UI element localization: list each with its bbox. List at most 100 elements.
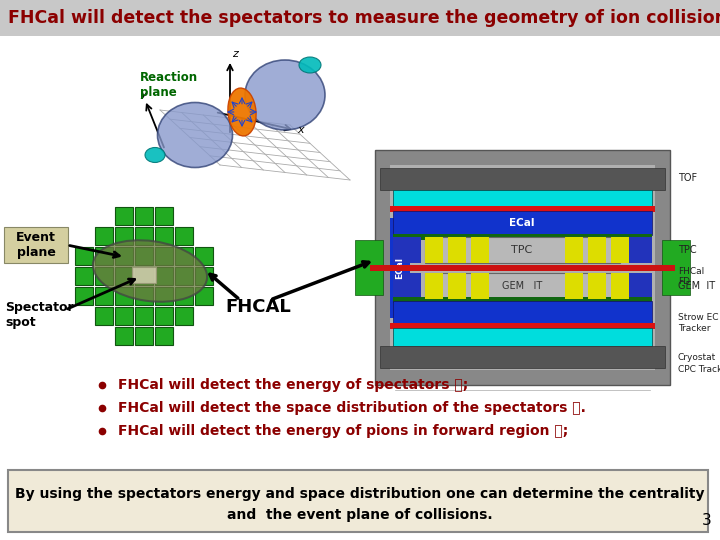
- Ellipse shape: [145, 147, 165, 163]
- Text: FHCal will detect the energy of pions in forward region Ⓔ;: FHCal will detect the energy of pions in…: [118, 424, 568, 438]
- Bar: [155, 327, 173, 345]
- Bar: [115, 327, 133, 345]
- Bar: [195, 267, 213, 285]
- Bar: [135, 287, 153, 305]
- Text: 3: 3: [702, 513, 712, 528]
- FancyBboxPatch shape: [4, 227, 68, 263]
- Bar: [95, 307, 113, 325]
- Bar: [135, 207, 153, 225]
- Bar: [155, 287, 173, 305]
- Bar: [471, 273, 489, 299]
- Bar: [425, 273, 443, 299]
- Bar: [155, 247, 173, 265]
- Bar: [393, 273, 421, 299]
- Bar: [611, 237, 629, 263]
- Bar: [380, 346, 665, 368]
- Bar: [95, 227, 113, 245]
- Text: Strow EC
Tracker: Strow EC Tracker: [678, 313, 719, 333]
- Ellipse shape: [228, 88, 256, 136]
- Bar: [393, 211, 652, 235]
- Bar: [95, 267, 113, 285]
- Text: Cryostat: Cryostat: [678, 354, 716, 362]
- Text: Spectator
spot: Spectator spot: [5, 301, 73, 329]
- Text: and  the event plane of collisions.: and the event plane of collisions.: [228, 508, 492, 522]
- Bar: [115, 227, 133, 245]
- Text: By using the spectators energy and space distribution one can determine the cent: By using the spectators energy and space…: [15, 487, 705, 501]
- Bar: [393, 328, 652, 346]
- Bar: [375, 150, 670, 385]
- Text: GEM   IT: GEM IT: [502, 281, 542, 291]
- Bar: [115, 307, 133, 325]
- Bar: [132, 267, 156, 283]
- Bar: [155, 207, 173, 225]
- Bar: [393, 297, 652, 303]
- Bar: [115, 247, 133, 265]
- Text: z: z: [232, 49, 238, 59]
- Bar: [175, 287, 193, 305]
- Bar: [95, 247, 113, 265]
- Bar: [115, 287, 133, 305]
- Bar: [370, 265, 675, 271]
- Bar: [135, 307, 153, 325]
- Bar: [471, 237, 489, 263]
- Bar: [611, 273, 629, 299]
- Text: Event
plane: Event plane: [16, 231, 56, 259]
- Ellipse shape: [93, 240, 207, 302]
- Text: FD: FD: [678, 276, 690, 286]
- Text: ECal: ECal: [395, 257, 405, 279]
- Text: TOF: TOF: [678, 173, 697, 183]
- Bar: [0, 0, 720, 36]
- Bar: [75, 247, 93, 265]
- Bar: [195, 247, 213, 265]
- Bar: [155, 267, 173, 285]
- Bar: [390, 206, 655, 212]
- Bar: [425, 237, 443, 263]
- Text: FHCal will detect the energy of spectators Ⓔ;: FHCal will detect the energy of spectato…: [118, 378, 468, 392]
- Bar: [355, 240, 383, 295]
- Bar: [393, 237, 421, 263]
- Bar: [115, 207, 133, 225]
- Bar: [390, 323, 655, 329]
- Bar: [588, 273, 606, 299]
- Text: x: x: [297, 125, 304, 135]
- Bar: [393, 301, 652, 325]
- Bar: [393, 234, 652, 240]
- Bar: [448, 237, 466, 263]
- Ellipse shape: [158, 103, 233, 167]
- Bar: [624, 237, 652, 263]
- Bar: [624, 273, 652, 299]
- Bar: [175, 307, 193, 325]
- Text: GEM  IT: GEM IT: [678, 281, 715, 291]
- Bar: [390, 165, 655, 370]
- Bar: [135, 327, 153, 345]
- Text: TPC: TPC: [511, 245, 533, 255]
- Bar: [135, 227, 153, 245]
- Bar: [565, 237, 583, 263]
- Text: ECal: ECal: [509, 218, 535, 228]
- Text: Reaction
plane: Reaction plane: [140, 71, 198, 99]
- Bar: [135, 247, 153, 265]
- Bar: [75, 267, 93, 285]
- Bar: [95, 287, 113, 305]
- Text: FHCAL: FHCAL: [225, 298, 291, 316]
- Text: FHCal will detect the spectators to measure the geometry of ion collisions.: FHCal will detect the spectators to meas…: [8, 9, 720, 27]
- Bar: [380, 168, 665, 190]
- Text: FHCal: FHCal: [678, 267, 704, 275]
- Bar: [175, 227, 193, 245]
- Text: FHCal will detect the space distribution of the spectators Ⓔ.: FHCal will detect the space distribution…: [118, 401, 586, 415]
- Bar: [115, 267, 133, 285]
- Bar: [565, 273, 583, 299]
- Bar: [390, 218, 410, 318]
- Bar: [662, 240, 690, 295]
- Bar: [448, 273, 466, 299]
- Ellipse shape: [299, 57, 321, 73]
- Bar: [588, 237, 606, 263]
- Bar: [135, 267, 153, 285]
- Bar: [175, 247, 193, 265]
- Bar: [425, 273, 620, 299]
- Text: TPC: TPC: [678, 245, 697, 255]
- Bar: [175, 267, 193, 285]
- Bar: [155, 227, 173, 245]
- Bar: [425, 237, 620, 263]
- Text: y: y: [140, 89, 147, 99]
